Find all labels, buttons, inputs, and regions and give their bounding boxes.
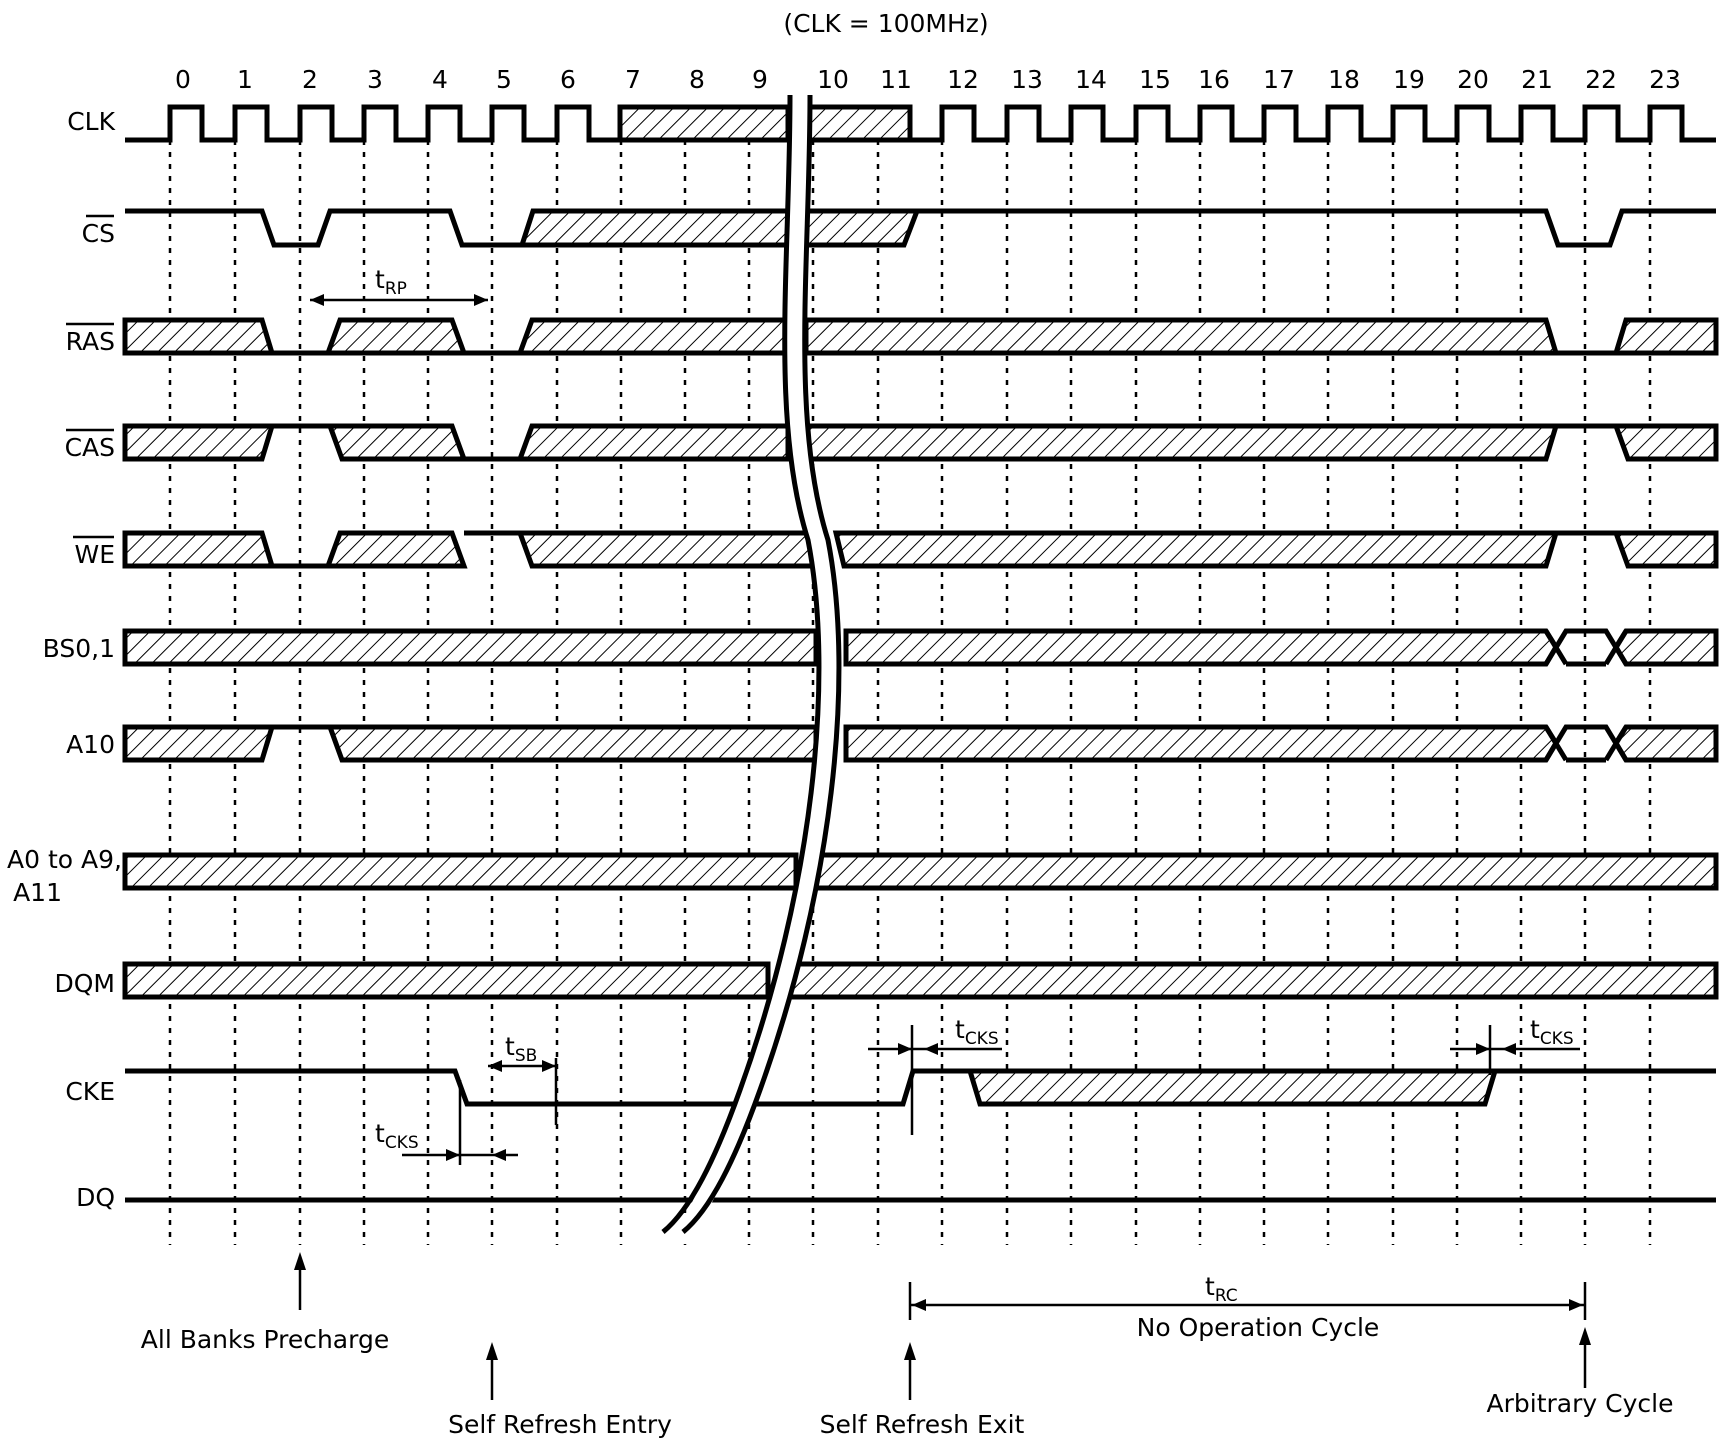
svg-text:tCKS: tCKS <box>375 1119 419 1153</box>
cycle-number: 1 <box>237 65 253 94</box>
signal-label-cas: CAS <box>65 433 115 462</box>
trc-annotation: tRC <box>908 1272 1587 1320</box>
time-break-marker <box>661 94 842 1240</box>
clk-waveform <box>125 104 1716 143</box>
address-waveform <box>122 852 1719 891</box>
cycle-number: 18 <box>1328 65 1360 94</box>
cycle-number: 17 <box>1263 65 1295 94</box>
event-labels: All Banks Precharge Self Refresh Entry S… <box>141 1313 1674 1438</box>
signal-labels: CLK CS RAS CAS WE BS0,1 A10 A0 to A9, A1… <box>7 107 122 1212</box>
cycle-number: 20 <box>1457 65 1489 94</box>
cycle-number: 15 <box>1139 65 1171 94</box>
tcks-entry-annotation: tCKS <box>375 1080 518 1165</box>
svg-text:tRP: tRP <box>375 265 407 299</box>
cycle-number: 23 <box>1649 65 1681 94</box>
cycle-numbers: 0 1 2 3 4 5 6 7 8 9 10 11 12 13 14 15 16… <box>175 65 1681 94</box>
signal-label-address-2: A11 <box>13 878 62 907</box>
tsb-annotation: tSB <box>488 1032 558 1125</box>
signal-label-we: WE <box>74 540 115 569</box>
signal-label-a10: A10 <box>66 730 115 759</box>
trp-annotation: tRP <box>310 265 488 306</box>
clock-frequency-note: (CLK = 100MHz) <box>783 9 988 38</box>
event-label-no-operation: No Operation Cycle <box>1137 1313 1380 1342</box>
svg-text:tCKS: tCKS <box>1530 1015 1574 1049</box>
we-waveform <box>122 530 1719 569</box>
signal-label-ras: RAS <box>66 327 115 356</box>
event-arrows <box>294 1252 1591 1400</box>
tcks-exit-annotation: tCKS <box>868 1015 1002 1135</box>
signal-label-address: A0 to A9, <box>7 845 122 874</box>
cycle-number: 19 <box>1393 65 1425 94</box>
cycle-number: 3 <box>367 65 383 94</box>
cycle-number: 6 <box>560 65 576 94</box>
event-label-precharge: All Banks Precharge <box>141 1325 389 1354</box>
signal-label-cke: CKE <box>65 1077 115 1106</box>
signal-label-bs: BS0,1 <box>43 634 115 663</box>
cycle-number: 2 <box>302 65 318 94</box>
cycle-number: 21 <box>1521 65 1553 94</box>
cycle-number: 22 <box>1585 65 1617 94</box>
svg-text:tCKS: tCKS <box>955 1015 999 1049</box>
tcks-arbitrary-annotation: tCKS <box>1450 1015 1580 1075</box>
cycle-number: 10 <box>817 65 849 94</box>
cke-waveform <box>125 1068 1716 1107</box>
cycle-number: 7 <box>625 65 641 94</box>
signal-label-clk: CLK <box>67 107 115 136</box>
event-label-arbitrary-cycle: Arbitrary Cycle <box>1487 1389 1674 1418</box>
cycle-number: 14 <box>1075 65 1107 94</box>
cycle-number: 5 <box>496 65 512 94</box>
cycle-number: 4 <box>432 65 448 94</box>
cycle-number: 16 <box>1198 65 1230 94</box>
cs-waveform <box>125 208 1716 248</box>
svg-text:tSB: tSB <box>505 1032 537 1066</box>
cycle-number: 8 <box>689 65 705 94</box>
svg-text:tRC: tRC <box>1205 1272 1238 1306</box>
ras-waveform <box>122 317 1719 356</box>
cas-waveform <box>122 423 1719 462</box>
cycle-number: 9 <box>752 65 768 94</box>
cycle-number: 11 <box>880 65 912 94</box>
event-label-self-refresh-exit: Self Refresh Exit <box>820 1410 1025 1438</box>
bs-waveform <box>122 628 1719 667</box>
cycle-number: 13 <box>1011 65 1043 94</box>
event-label-self-refresh-entry: Self Refresh Entry <box>448 1410 672 1438</box>
cycle-number: 12 <box>947 65 979 94</box>
cycle-number: 0 <box>175 65 191 94</box>
a10-waveform <box>122 724 1719 763</box>
signal-label-dq: DQ <box>76 1183 115 1212</box>
signal-label-dqm: DQM <box>55 969 116 998</box>
dqm-waveform <box>122 961 1719 1000</box>
signal-label-cs: CS <box>82 219 115 248</box>
